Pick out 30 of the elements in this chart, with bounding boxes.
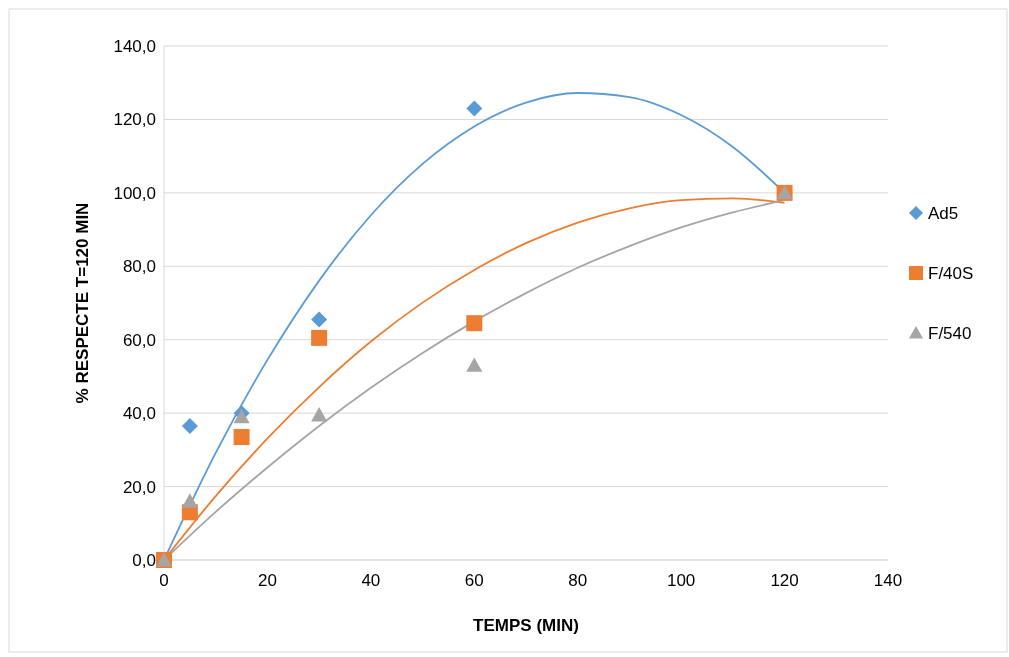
y-tick-label: 40,0	[122, 404, 156, 424]
x-tick-label: 100	[666, 571, 696, 590]
y-tick-label: 100,0	[113, 183, 156, 203]
legend-label: F/540	[928, 323, 972, 343]
point	[181, 417, 198, 434]
y-tick-label: 60,0	[122, 330, 156, 350]
y-axis-title: % RESPECTE T=120 MIN	[73, 202, 92, 404]
x-axis-title: TEMPS (MIN)	[473, 616, 579, 635]
point	[466, 357, 483, 372]
x-tick-label: 120	[770, 571, 799, 590]
x-tick-label: 80	[568, 571, 588, 590]
legend-label: F/40S	[928, 263, 974, 283]
x-tick-label: 40	[361, 571, 381, 590]
point	[311, 406, 328, 422]
point	[181, 493, 198, 508]
y-tick-label: 0,0	[132, 550, 156, 570]
legend-label: Ad5	[928, 203, 959, 223]
point	[233, 429, 250, 446]
x-tick-label: 0	[159, 571, 169, 590]
point	[466, 315, 483, 332]
point	[466, 100, 483, 117]
y-tick-label: 140,0	[113, 36, 156, 56]
point	[311, 311, 328, 328]
x-tick-label: 140	[873, 571, 903, 590]
y-tick-label: 120,0	[113, 110, 156, 130]
x-tick-label: 20	[257, 571, 277, 590]
x-tick-label: 60	[464, 571, 484, 590]
y-tick-label: 20,0	[122, 477, 156, 497]
point	[311, 329, 328, 346]
y-tick-label: 80,0	[122, 257, 156, 277]
